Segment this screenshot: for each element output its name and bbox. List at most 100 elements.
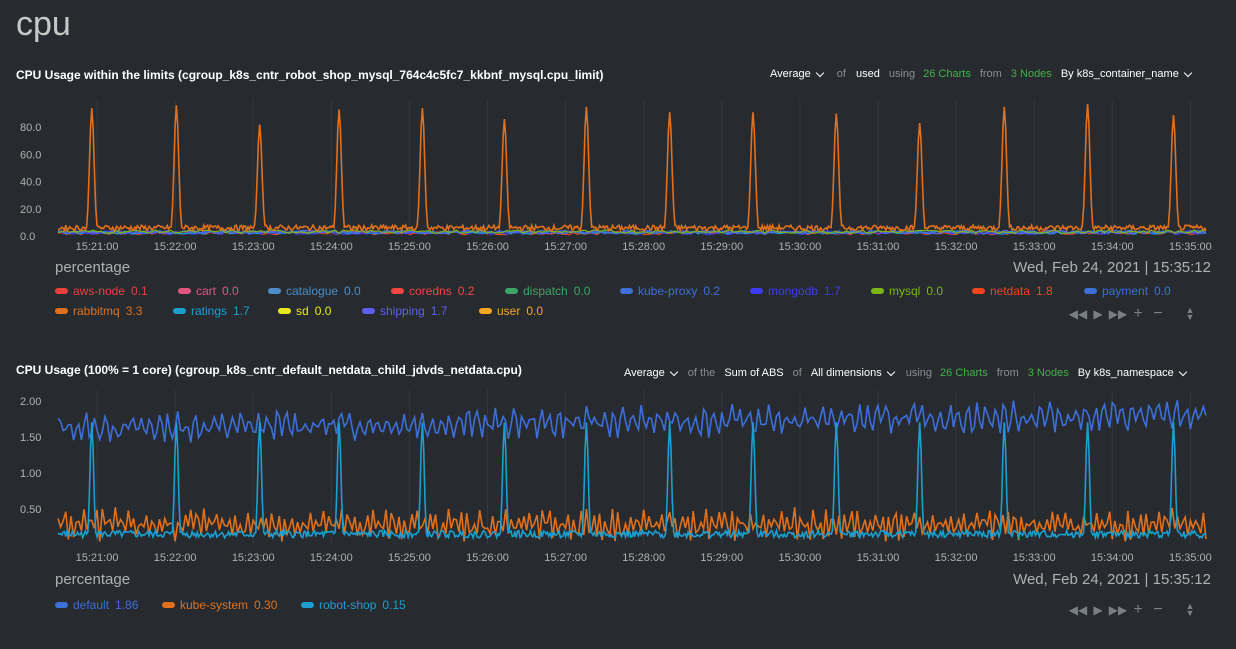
legend-value: 0.2 [457,284,475,298]
units-label: percentage [55,571,131,588]
legend-value: 0.0 [926,284,944,298]
legend-swatch [871,288,884,294]
nodes-count-link[interactable]: 3 Nodes [1010,68,1052,80]
dimension-dropdown[interactable]: All dimensions [810,367,895,379]
legend-item-shipping[interactable]: shipping 1.7 [362,304,447,318]
series-line-default [57,400,1207,443]
legend-swatch [301,602,314,608]
legend-swatch [505,288,518,294]
chart-title: CPU Usage within the limits (cgroup_k8s_… [16,68,604,82]
y-tick-label: 80.0 [20,122,41,134]
dimension-selector[interactable]: used [855,68,880,80]
charts-count-link[interactable]: 26 Charts [940,367,988,379]
legend-label: payment [1102,284,1149,298]
x-tick-label: 15:34:00 [1091,241,1134,250]
legend-value: 0.2 [703,284,721,298]
legend-item-netdata[interactable]: netdata 1.8 [972,284,1053,298]
nodes-count-link[interactable]: 3 Nodes [1027,367,1069,379]
x-tick-label: 15:32:00 [935,552,978,564]
legend-label: rabbitmq [73,304,120,318]
legend-label: dispatch [523,284,568,298]
group-by-dropdown[interactable]: By k8s_namespace [1078,367,1187,379]
dimension-label: All dimensions [810,367,882,379]
legend-label: shipping [380,304,425,318]
x-tick-label: 15:27:00 [544,241,587,250]
from-label: from [979,68,1002,80]
play-icon[interactable]: ▶ [1093,603,1103,617]
legend-item-ratings[interactable]: ratings 1.7 [173,304,250,318]
legend-label: coredns [409,284,452,298]
x-tick-label: 15:30:00 [778,241,821,250]
chart-controls: Average of the Sum of ABS of All dimensi… [624,367,1187,379]
legend-item-mysql[interactable]: mysql 0.0 [871,284,943,298]
fast-forward-icon[interactable]: ▶▶ [1108,307,1128,321]
legend-item-robot-shop[interactable]: robot-shop 0.15 [301,598,406,612]
legend-value: 1.7 [233,304,250,318]
legend-item-user[interactable]: user 0.0 [479,304,543,318]
method-label: Average [770,68,811,80]
legend-swatch [268,288,281,294]
zoom-in-icon[interactable]: + [1133,601,1143,618]
legend-swatch [391,288,404,294]
legend-item-dispatch[interactable]: dispatch 0.0 [505,284,590,298]
legend-swatch [178,288,191,294]
chart-title: CPU Usage (100% = 1 core) (cgroup_k8s_cn… [16,363,522,377]
group-by-dropdown[interactable]: By k8s_container_name [1061,68,1193,80]
method-dropdown[interactable]: Average [770,68,825,80]
legend-item-aws-node[interactable]: aws-node 0.1 [55,284,148,298]
rewind-icon[interactable]: ◀◀ [1068,603,1088,617]
using-label: using [888,68,916,80]
of-the-label: of the [687,367,716,379]
legend-label: kube-proxy [638,284,698,298]
x-tick-label: 15:25:00 [388,241,431,250]
series-line-robot-shop [57,422,1207,541]
x-tick-label: 15:33:00 [1013,241,1056,250]
x-tick-label: 15:23:00 [232,241,275,250]
legend-item-rabbitmq[interactable]: rabbitmq 3.3 [55,304,142,318]
legend-label: mongodb [768,284,819,298]
resize-icon[interactable]: ▲ ▼ [1185,305,1195,322]
rewind-icon[interactable]: ◀◀ [1068,307,1088,321]
x-tick-label: 15:23:00 [232,552,275,564]
chart-toolbox: ◀◀ ▶ ▶▶ + − ▲ ▼ [1068,601,1200,619]
x-tick-label: 15:22:00 [154,241,197,250]
resize-icon[interactable]: ▲ ▼ [1185,601,1195,618]
x-tick-label: 15:31:00 [857,552,900,564]
legend-item-default[interactable]: default 1.86 [55,598,138,612]
zoom-out-icon[interactable]: − [1153,305,1163,322]
legend-item-coredns[interactable]: coredns 0.2 [391,284,474,298]
play-icon[interactable]: ▶ [1093,307,1103,321]
legend-item-mongodb[interactable]: mongodb 1.7 [750,284,841,298]
legend-item-sd[interactable]: sd 0.0 [278,304,331,318]
legend-value: 0.0 [222,284,239,298]
legend-item-kube-proxy[interactable]: kube-proxy 0.2 [620,284,720,298]
series-line-rabbitmq [57,104,1207,233]
legend-value: 3.3 [125,304,143,318]
legend-label: mysql [889,284,921,298]
of-label: of [836,68,846,80]
fast-forward-icon[interactable]: ▶▶ [1108,603,1128,617]
legend-item-payment[interactable]: payment 0.0 [1084,284,1171,298]
method-dropdown[interactable]: Average [624,367,679,379]
chart-timestamp: Wed, Feb 24, 2021 | 15:35:12 [1013,571,1211,588]
zoom-out-icon[interactable]: − [1153,601,1163,618]
legend-value: 1.8 [1036,284,1053,298]
legend-value: 0.30 [254,598,278,612]
x-tick-label: 15:22:00 [154,552,197,564]
zoom-in-icon[interactable]: + [1133,305,1143,322]
series-line-mysql [57,229,1207,235]
cpu-limit-chart[interactable]: 80.0 60.0 40.0 20.0 0.0 15:21:00 15:22:00 15:23… [0,90,1236,250]
x-tick-label: 15:35:00 [1169,241,1212,250]
charts-count-link[interactable]: 26 Charts [923,68,971,80]
legend-value: 1.86 [115,598,139,612]
chevron-down-icon [1183,68,1193,77]
cpu-core-chart[interactable]: 2.00 1.50 1.00 0.50 15:21:00 15:22:00 15:23:00… [0,385,1236,565]
aggregate-selector[interactable]: Sum of ABS [724,367,784,379]
legend-value: 0.15 [382,598,406,612]
series-line-kube-system [57,507,1207,542]
x-tick-label: 15:31:00 [857,241,900,250]
legend-item-kube-system[interactable]: kube-system 0.30 [162,598,277,612]
y-tick-label: 40.0 [20,177,41,189]
legend-item-cart[interactable]: cart 0.0 [178,284,239,298]
legend-item-catalogue[interactable]: catalogue 0.0 [268,284,361,298]
